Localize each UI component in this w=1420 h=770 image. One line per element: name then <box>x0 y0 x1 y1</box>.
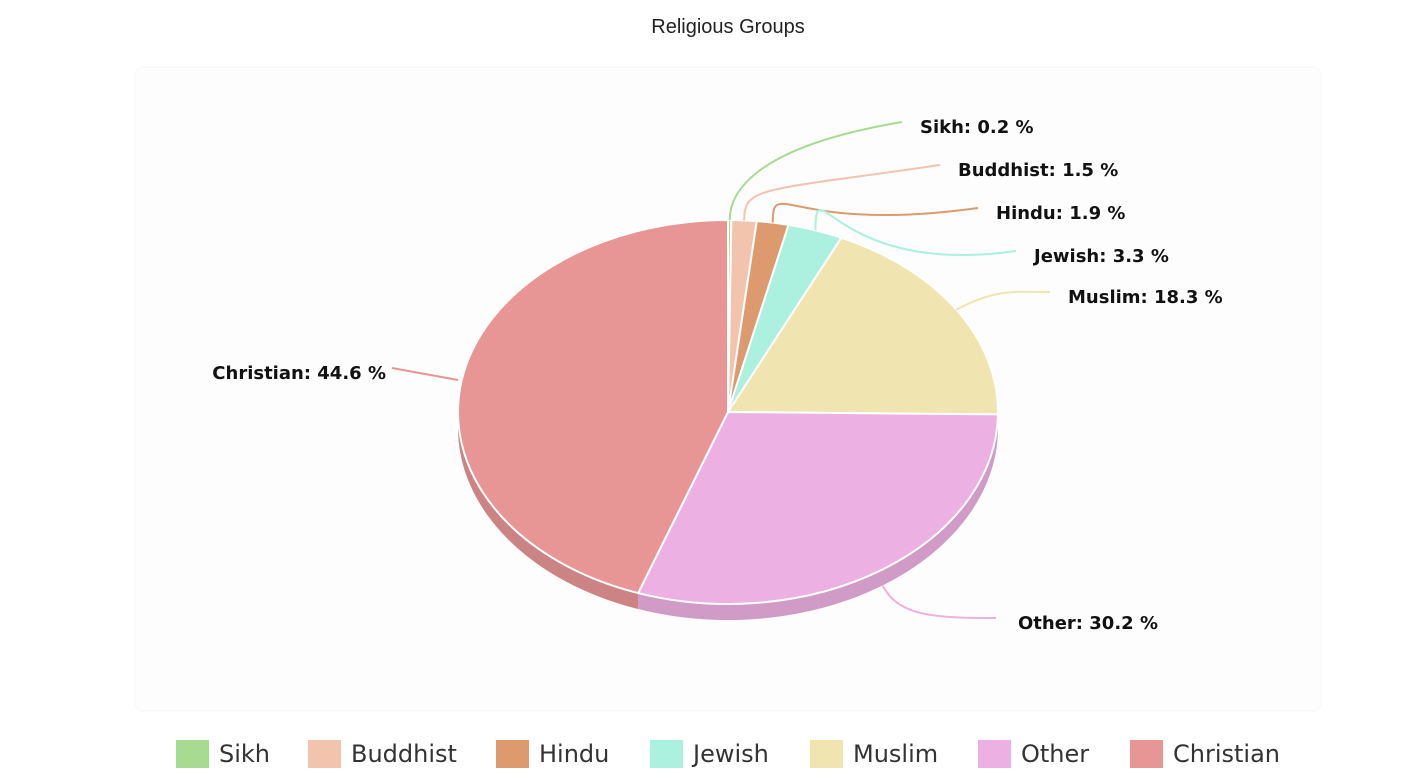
legend-label-hindu: Hindu <box>539 740 609 768</box>
slice-label-other: Other: 30.2 % <box>1018 613 1158 634</box>
legend-label-muslim: Muslim <box>853 740 938 768</box>
legend-swatch-hindu <box>496 740 529 768</box>
leader-line-other <box>883 585 996 618</box>
slice-label-sikh: Sikh: 0.2 % <box>920 117 1034 138</box>
leader-line-christian <box>392 368 458 380</box>
legend-label-sikh: Sikh <box>219 740 270 768</box>
legend-item-buddhist[interactable]: Buddhist <box>308 738 457 770</box>
legend-swatch-christian <box>1130 740 1163 768</box>
leader-line-muslim <box>956 292 1050 310</box>
legend-item-sikh[interactable]: Sikh <box>176 738 270 770</box>
legend-item-hindu[interactable]: Hindu <box>496 738 609 770</box>
legend-swatch-other <box>978 740 1011 768</box>
legend-label-christian: Christian <box>1173 740 1280 768</box>
legend-item-christian[interactable]: Christian <box>1130 738 1280 770</box>
legend-label-other: Other <box>1021 740 1089 768</box>
pie-slice-layer <box>458 220 998 604</box>
slice-label-hindu: Hindu: 1.9 % <box>996 203 1125 224</box>
legend-swatch-jewish <box>650 740 683 768</box>
leader-line-hindu <box>773 204 978 223</box>
legend-swatch-sikh <box>176 740 209 768</box>
legend-swatch-buddhist <box>308 740 341 768</box>
legend-label-buddhist: Buddhist <box>351 740 457 768</box>
slice-label-buddhist: Buddhist: 1.5 % <box>958 160 1118 181</box>
slice-label-christian: Christian: 44.6 % <box>212 363 386 384</box>
legend-item-muslim[interactable]: Muslim <box>810 738 938 770</box>
legend-item-other[interactable]: Other <box>978 738 1089 770</box>
pie-chart: Sikh: 0.2 % Buddhist: 1.5 % Hindu: 1.9 % Je… <box>0 0 1420 740</box>
slice-label-jewish: Jewish: 3.3 % <box>1032 246 1169 267</box>
legend: Sikh Buddhist Hindu Jewish Muslim Other … <box>0 738 1420 770</box>
leader-line-sikh <box>730 122 902 220</box>
legend-label-jewish: Jewish <box>693 740 769 768</box>
legend-item-jewish[interactable]: Jewish <box>650 738 769 770</box>
legend-swatch-muslim <box>810 740 843 768</box>
slice-label-muslim: Muslim: 18.3 % <box>1068 287 1223 308</box>
